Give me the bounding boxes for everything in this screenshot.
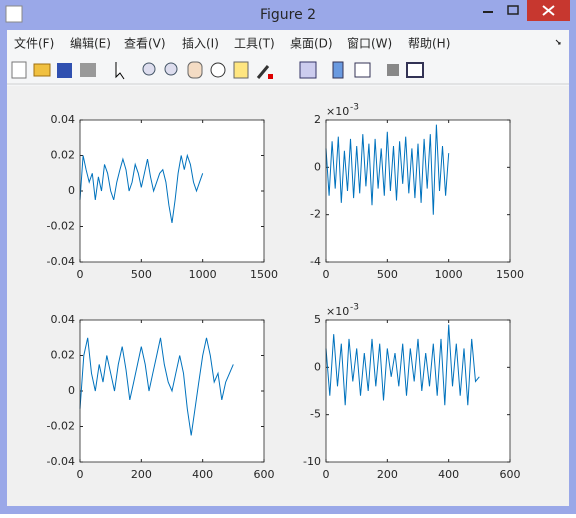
x-tick-label: 1500: [496, 268, 524, 281]
hide-plot-button[interactable]: [387, 64, 399, 76]
x-tick-label: 1000: [189, 268, 217, 281]
zoom-out-button[interactable]: [164, 62, 178, 76]
x-tick-label: 500: [131, 268, 152, 281]
menu-bar: [7, 30, 569, 52]
legend-button[interactable]: [354, 62, 371, 78]
y-tick-label: 5: [314, 313, 321, 326]
y-tick-label: 0.02: [51, 349, 76, 362]
x-tick-label: 0: [77, 468, 84, 481]
menu-item[interactable]: 工具(T): [234, 37, 275, 51]
x-tick-label: 400: [438, 468, 459, 481]
axis-exponent-base: ×10: [326, 105, 349, 118]
y-tick-label: -0.04: [47, 255, 75, 268]
axis-exponent: -3: [350, 103, 359, 113]
x-tick-label: 0: [77, 268, 84, 281]
y-tick-label: -5: [310, 408, 321, 421]
datacursor-button[interactable]: [233, 61, 249, 79]
open-button[interactable]: [33, 63, 51, 77]
app-icon: [5, 5, 23, 23]
menu-item[interactable]: 窗口(W): [347, 37, 392, 51]
x-tick-label: 0: [323, 468, 330, 481]
y-tick-label: -10: [303, 455, 321, 468]
rotate-button[interactable]: [210, 62, 226, 78]
colorbar-button[interactable]: [332, 61, 344, 79]
brush-color: [268, 74, 273, 79]
toolbar: [7, 52, 569, 86]
x-tick-label: 1500: [250, 268, 278, 281]
x-tick-label: 400: [192, 468, 213, 481]
menu-item[interactable]: 桌面(D): [290, 37, 333, 51]
menu-item[interactable]: 插入(I): [182, 37, 219, 51]
axes-background: [326, 120, 510, 262]
axes-box: [79, 319, 265, 463]
maximize-icon: [507, 5, 519, 15]
y-tick-label: -0.02: [47, 420, 75, 433]
save-button[interactable]: [57, 63, 72, 78]
y-tick-label: -0.02: [47, 220, 75, 233]
y-tick-label: 2: [314, 113, 321, 126]
menu-item[interactable]: 文件(F): [14, 36, 54, 51]
y-tick-label: 0: [314, 160, 321, 173]
axes-box: [325, 319, 511, 463]
menu-item[interactable]: 查看(V): [124, 37, 166, 51]
y-tick-label: -4: [310, 255, 321, 268]
x-tick-label: 200: [131, 468, 152, 481]
print-button[interactable]: [80, 63, 96, 77]
y-tick-label: 0.04: [51, 113, 76, 126]
axes-box: [325, 119, 511, 263]
pan-button[interactable]: [187, 61, 203, 79]
link-button[interactable]: [299, 61, 317, 79]
data-line: [325, 324, 480, 406]
data-line: [79, 337, 234, 436]
axes-box: [79, 119, 265, 263]
x-tick-label: 1000: [435, 268, 463, 281]
brush-button[interactable]: [256, 65, 270, 79]
y-tick-label: 0: [68, 184, 75, 197]
new-button[interactable]: [11, 61, 27, 79]
data-line: [325, 124, 450, 215]
data-line: [79, 153, 204, 223]
menu-arrow: [555, 39, 561, 45]
y-tick-label: 0.02: [51, 149, 76, 162]
y-tick-label: 0: [314, 360, 321, 373]
axis-exponent: -3: [350, 303, 359, 313]
menu-item[interactable]: 编辑(E): [70, 36, 111, 51]
y-tick-label: 0: [68, 384, 75, 397]
x-tick-label: 500: [377, 268, 398, 281]
y-tick-label: -0.04: [47, 455, 75, 468]
x-tick-label: 600: [500, 468, 521, 481]
show-plot-button[interactable]: [406, 62, 424, 78]
axis-exponent-base: ×10: [326, 305, 349, 318]
x-tick-label: 0: [323, 268, 330, 281]
y-tick-label: -2: [310, 208, 321, 221]
close-icon: [542, 5, 555, 16]
menu-item[interactable]: 帮助(H): [408, 37, 450, 51]
select-button[interactable]: [115, 62, 125, 80]
x-tick-label: 600: [254, 468, 275, 481]
y-tick-label: 0.04: [51, 313, 76, 326]
x-tick-label: 200: [377, 468, 398, 481]
zoom-in-button[interactable]: [142, 62, 156, 76]
axes-background: [80, 120, 264, 262]
window-title: Figure 2: [260, 7, 316, 23]
